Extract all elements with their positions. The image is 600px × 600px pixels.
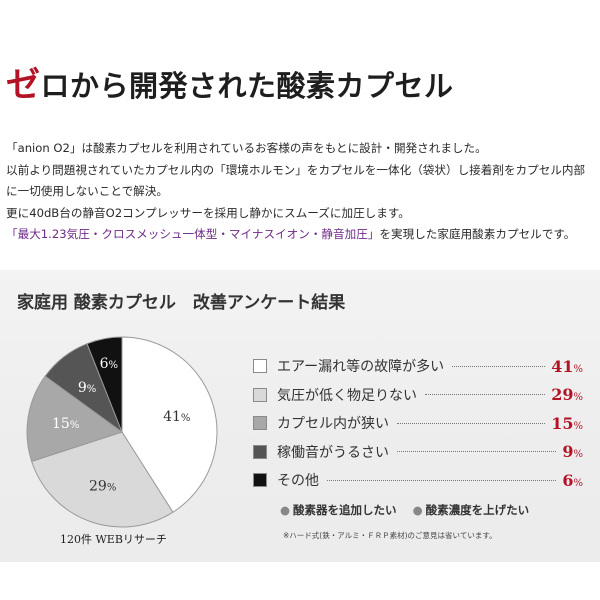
- page-title: ゼロから開発された酸素カプセル: [6, 57, 454, 106]
- pie-chart: 41% 29% 15% 9%6%: [26, 336, 218, 528]
- pie-slice: [86, 336, 123, 433]
- extra-requests: ● 酸素器を追加したい ● 酸素濃度を上げたい: [280, 502, 541, 518]
- title-text: ロから開発された酸素カプセル: [40, 69, 454, 103]
- pie-slice: [121, 336, 218, 513]
- pie-slice-label: 41%: [163, 409, 190, 425]
- intro-line: 「anion O2」は酸素カプセルを利用されているお客様の声をもとに設計・開発さ…: [6, 141, 487, 155]
- legend-label: 稼働音がうるさい: [277, 444, 389, 461]
- pie-slice-label: 29%: [89, 479, 116, 495]
- survey-panel: 家庭用 酸素カプセル 改善アンケート結果 41% 29% 15% 9% 6% 120件 …: [0, 270, 600, 562]
- legend-item: 稼働音がうるさい 9%: [253, 442, 583, 462]
- intro-line: 更に40dB台の静音O2コンプレッサーを採用し静かにスムーズに加圧します。: [6, 205, 410, 220]
- legend-leader-dots: [327, 479, 557, 481]
- legend-label: その他: [277, 473, 319, 490]
- survey-title: 家庭用 酸素カプセル 改善アンケート結果: [17, 293, 346, 313]
- extra-request-item: ● 酸素濃度を上げたい: [413, 503, 530, 517]
- legend-percent: 9%: [562, 442, 583, 462]
- pie-slice-label: 15%: [52, 416, 79, 432]
- intro-line: に一切使用しないことで解決。: [6, 184, 168, 199]
- extra-request-label: 酸素器を追加したい: [293, 503, 397, 517]
- legend-label: 気圧が低く物足りない: [277, 387, 417, 404]
- highlight-tail: を実現した家庭用酸素カプセルです。: [379, 227, 576, 242]
- pie-slice: [31, 431, 174, 528]
- pie-slice-label: 6%: [100, 356, 118, 372]
- intro-line: 以前より問題視されていたカプセル内の「環境ホルモン」をカプセルを一体化（袋状）し…: [6, 162, 586, 177]
- legend-swatch: [253, 387, 267, 402]
- legend-leader-dots: [452, 365, 546, 367]
- legend-leader-dots: [425, 394, 546, 396]
- intro-text: 「anion O2」は酸素カプセルを利用されているお客様の声をもとに設計・開発さ…: [6, 138, 596, 246]
- feature-highlight: 「最大1.23気圧・クロスメッシュ一体型・マイナスイオン・静音加圧」: [6, 227, 380, 242]
- research-source: 120件 WEBリサーチ: [60, 533, 167, 546]
- legend-percent: 15%: [551, 413, 583, 433]
- legend-label: エアー漏れ等の故障が多い: [277, 359, 445, 375]
- pie-slice-label: 9%: [78, 380, 96, 396]
- legend-item: エアー漏れ等の故障が多い 41%: [253, 356, 583, 376]
- legend-item: 気圧が低く物足りない 29%: [253, 385, 583, 405]
- bullet-icon: ●: [412, 503, 423, 517]
- pie-legend: エアー漏れ等の故障が多い 41% 気圧が低く物足りない 29% カプセル内が狭い 15% 稼…: [253, 356, 583, 499]
- legend-label: カプセル内が狭い: [277, 416, 389, 433]
- legend-item: その他 6%: [253, 470, 583, 490]
- legend-percent: 6%: [562, 470, 583, 490]
- legend-swatch: [253, 359, 267, 373]
- legend-leader-dots: [397, 451, 557, 453]
- title-accent-char: ゼ: [6, 65, 41, 105]
- legend-percent: 41%: [551, 356, 583, 376]
- footnote: ※ハード式(鉄・アルミ・ＦＲＰ素材)のご意見は省いています。: [283, 531, 497, 540]
- legend-swatch: [253, 444, 267, 459]
- pie-slice: [26, 375, 124, 462]
- legend-swatch: [253, 473, 267, 488]
- legend-item: カプセル内が狭い 15%: [253, 413, 583, 433]
- legend-swatch: [253, 416, 267, 431]
- legend-percent: 29%: [551, 385, 583, 405]
- intro-line-highlight: 「最大1.23気圧・クロスメッシュ一体型・マイナスイオン・静音加圧」を実現した家…: [6, 224, 596, 246]
- extra-request-label: 酸素濃度を上げたい: [425, 503, 530, 517]
- bullet-icon: ●: [280, 503, 291, 517]
- legend-leader-dots: [397, 422, 546, 424]
- extra-request-item: ● 酸素器を追加したい: [280, 503, 397, 517]
